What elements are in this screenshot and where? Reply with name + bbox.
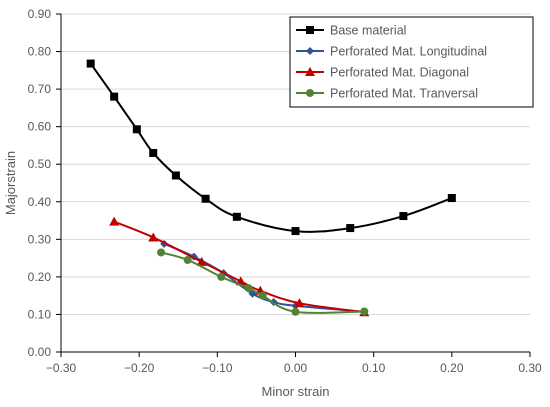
y-tick-label: 0.60 [28,120,52,134]
data-point [291,227,300,236]
y-tick-label: 0.50 [28,157,52,171]
data-point [109,216,120,226]
data-point [149,148,158,157]
data-point [217,272,226,281]
y-tick-label: 0.00 [28,345,52,359]
axis-labels: Minor strain Majorstrain [3,151,329,399]
x-tick-label: 0.30 [518,361,542,375]
y-tick-label: 0.10 [28,307,52,321]
x-tick-label: 0.10 [362,361,386,375]
legend-item: Base material [296,24,406,38]
y-axis-label: Majorstrain [3,151,18,215]
legend-label: Perforated Mat. Diagonal [330,66,469,80]
legend-marker [305,67,315,76]
x-tick-label: −0.20 [124,361,155,375]
legend-marker [306,89,314,97]
legend-box [289,16,534,108]
x-tick-label: 0.00 [284,361,308,375]
legend-label: Base material [330,24,406,38]
data-point [110,92,119,101]
data-point [157,248,166,257]
data-point [291,307,300,316]
legend-label: Perforated Mat. Longitudinal [330,45,487,59]
data-point [196,256,207,266]
data-point [148,232,159,242]
legend-item: Perforated Mat. Tranversal [296,87,478,101]
x-tick-label: 0.20 [440,361,464,375]
series-circle [157,248,369,316]
legend: Base material Perforated Mat. Longitudina… [289,16,534,108]
x-axis-label: Minor strain [262,384,330,399]
data-point [346,224,355,233]
data-point [232,212,241,221]
data-point [183,255,192,264]
data-point [86,59,95,68]
axes: −0.30 −0.20 −0.10 0.00 0.10 0.20 0.30 0.00 0.10 0… [28,7,542,375]
y-tick-label: 0.30 [28,232,52,246]
data-point [132,125,141,134]
y-tick-label: 0.40 [28,195,52,209]
data-point [360,307,369,316]
data-point [244,284,253,293]
data-point [447,194,456,203]
y-tick-label: 0.20 [28,270,52,284]
data-series [86,59,456,317]
data-point [171,171,180,180]
x-tick-label: −0.10 [202,361,233,375]
y-tick-label: 0.90 [28,7,52,21]
legend-marker [306,26,314,34]
y-tick-label: 0.70 [28,82,52,96]
data-point [294,298,305,308]
data-point [201,194,210,203]
x-tick-label: −0.30 [46,361,77,375]
series-square [86,59,456,236]
legend-item: Perforated Mat. Diagonal [296,66,469,80]
data-point [399,212,408,221]
data-point [258,291,267,300]
legend-label: Perforated Mat. Tranversal [330,87,478,101]
legend-item: Perforated Mat. Longitudinal [296,45,487,59]
legend-marker [306,47,314,55]
y-tick-label: 0.80 [28,45,52,59]
